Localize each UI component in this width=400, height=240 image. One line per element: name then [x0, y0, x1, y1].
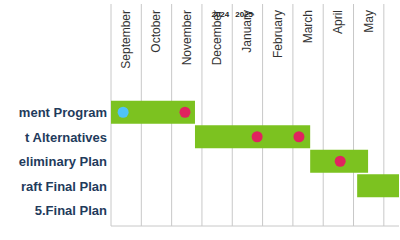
task-bar [357, 174, 399, 197]
task-label: 5.Final Plan [35, 203, 107, 218]
task-label: eliminary Plan [19, 154, 107, 169]
task-bar [195, 125, 310, 148]
grid-line [323, 4, 324, 226]
grid-line [292, 4, 293, 226]
year-label: 2024 [211, 10, 229, 19]
task-label: ment Program [19, 105, 107, 120]
marks [111, 101, 399, 198]
grid-line [353, 4, 354, 226]
gantt-chart: SeptemberOctoberNovemberDecemberJanuaryF… [0, 0, 400, 240]
milestone [335, 156, 346, 167]
month-label: February [271, 10, 285, 58]
milestone [293, 131, 304, 142]
milestone [179, 107, 190, 118]
grid-line [201, 4, 202, 226]
axis-line [111, 226, 399, 227]
month-label: May [362, 10, 376, 33]
year-label: 2025 [235, 10, 253, 19]
month-label: November [180, 10, 194, 65]
grid-line [232, 4, 233, 226]
month-label: September [119, 10, 133, 69]
milestone [118, 107, 129, 118]
month-label: October [149, 10, 163, 53]
month-label: March [301, 10, 315, 43]
month-label: April [331, 10, 345, 34]
task-bar [111, 101, 195, 124]
milestone [252, 131, 263, 142]
grid-line [262, 4, 263, 226]
task-bar [310, 150, 368, 173]
task-label: t Alternatives [25, 130, 107, 145]
task-label: raft Final Plan [21, 179, 107, 194]
